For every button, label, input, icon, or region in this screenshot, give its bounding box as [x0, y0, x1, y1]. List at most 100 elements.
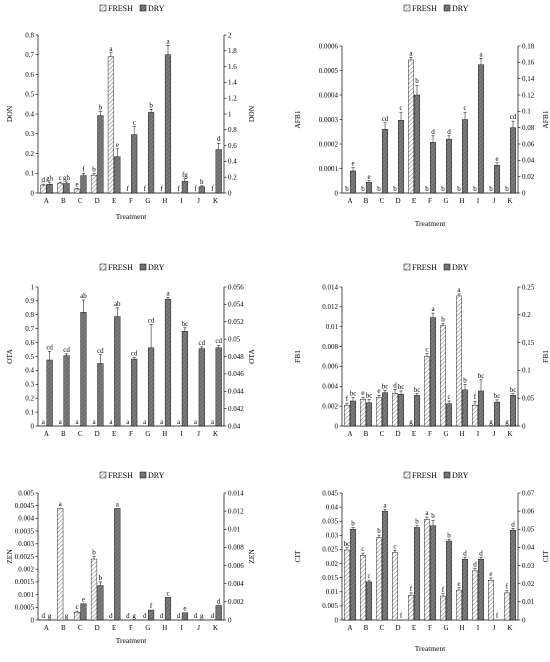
- significance-label: g: [409, 418, 413, 426]
- bar-dry: [414, 94, 420, 194]
- x-tick-label: E: [112, 624, 116, 632]
- bar-dry: [414, 395, 420, 427]
- x-axis-label: Treatment: [415, 644, 446, 653]
- legend-swatch-fresh: [99, 263, 107, 271]
- significance-label: a: [211, 418, 215, 426]
- legend-label-fresh: FRESH: [108, 263, 133, 272]
- x-tick-label: D: [95, 197, 100, 205]
- bar-fresh: [392, 393, 398, 427]
- right-tick-label: 0.01: [522, 598, 535, 606]
- left-tick-label: 0.2: [25, 395, 34, 403]
- y-axis-label-left: AFB1: [293, 110, 302, 129]
- significance-label: bc: [494, 392, 501, 400]
- significance-label: cd: [148, 316, 155, 324]
- bar-fresh: [504, 592, 510, 621]
- significance-label: f: [410, 585, 413, 593]
- x-tick-label: A: [44, 624, 49, 632]
- significance-label: b: [425, 185, 429, 193]
- left-tick-label: 0.4: [25, 110, 34, 118]
- x-tick-label: A: [44, 430, 49, 438]
- right-tick-label: 1.6: [228, 63, 237, 71]
- left-tick-label: 0.3: [25, 130, 34, 138]
- significance-label: d: [431, 128, 435, 136]
- significance-label: f: [506, 583, 509, 591]
- significance-label: bc: [344, 540, 351, 548]
- y-axis-label-right: OTA: [247, 349, 256, 364]
- bar-dry: [414, 527, 420, 621]
- significance-label: e: [367, 173, 370, 181]
- bar-dry: [114, 156, 121, 194]
- significance-label: d: [479, 549, 483, 557]
- x-tick-label: C: [78, 197, 83, 205]
- legend: FRESH DRY: [403, 471, 469, 480]
- y-axis-label-left: FB1: [293, 350, 302, 363]
- significance-label: cd: [382, 115, 389, 123]
- bar-dry: [131, 358, 138, 427]
- significance-label: a: [383, 501, 387, 509]
- bar-dry: [446, 540, 452, 621]
- right-tick-label: 0: [522, 616, 526, 624]
- bar-dry: [63, 355, 70, 427]
- right-tick-label: 0.01: [228, 526, 241, 534]
- right-tick-label: 0.054: [228, 301, 244, 309]
- significance-label: d: [109, 612, 113, 620]
- bar-dry: [198, 348, 205, 427]
- bar-dry: [181, 331, 188, 427]
- significance-label: f: [400, 612, 403, 620]
- significance-label: f: [211, 185, 214, 193]
- significance-label: b: [415, 518, 419, 526]
- left-tick-label: 0.1: [25, 408, 34, 416]
- y-axis-label-left: ZEN: [5, 549, 14, 564]
- x-tick-label: J: [197, 624, 200, 632]
- x-tick-label: I: [181, 197, 184, 205]
- significance-label: cd: [97, 347, 104, 355]
- bar-dry: [80, 175, 87, 194]
- x-tick-label: H: [162, 430, 167, 438]
- bar-fresh: [376, 397, 382, 427]
- x-tick-label: D: [95, 430, 100, 438]
- significance-label: g: [489, 418, 493, 426]
- legend-swatch-dry: [139, 4, 147, 12]
- significance-label: c: [361, 545, 364, 553]
- significance-label: bc: [510, 386, 517, 394]
- significance-label: e: [183, 605, 186, 613]
- y-axis-label-right: FB1: [541, 350, 550, 363]
- significance-label: e: [351, 160, 354, 168]
- right-tick-label: 0.002: [228, 598, 244, 606]
- significance-label: a: [109, 418, 113, 426]
- bar-fresh: [107, 56, 114, 194]
- legend-label-dry: DRY: [148, 263, 165, 272]
- legend-label-dry: DRY: [148, 4, 165, 13]
- bar-dry: [215, 347, 222, 427]
- left-tick-label: 0.0025: [15, 553, 35, 561]
- significance-label: f: [82, 165, 85, 173]
- left-tick-label: 0.014: [322, 283, 338, 291]
- significance-label: c: [463, 104, 466, 112]
- left-tick-label: 0.01: [326, 588, 339, 596]
- right-tick-label: 0.048: [228, 353, 244, 361]
- significance-label: b: [393, 185, 397, 193]
- bar-dry: [446, 138, 452, 194]
- legend-label-fresh: FRESH: [108, 4, 133, 13]
- bar-dry: [198, 186, 205, 194]
- bar-dry: [97, 585, 104, 621]
- right-tick-label: 0: [522, 422, 526, 430]
- x-tick-label: K: [213, 430, 218, 438]
- x-tick-label: C: [78, 430, 83, 438]
- bar-dry: [494, 165, 500, 194]
- bar-dry: [462, 389, 468, 427]
- left-tick-label: 0.005: [322, 602, 338, 610]
- chart-panel-3: FRESH DRY 0 0.1 0.2 0.3 0.4 0.5 0.6 0.7 0.8 0.9 1 0.0…: [5, 263, 256, 438]
- significance-label: c: [76, 603, 79, 611]
- x-tick-label: I: [181, 624, 184, 632]
- legend-label-fresh: FRESH: [412, 4, 437, 13]
- legend-label-fresh: FRESH: [412, 263, 437, 272]
- significance-label: c: [393, 542, 396, 550]
- significance-label: b: [377, 185, 381, 193]
- right-tick-label: 1.4: [228, 79, 237, 87]
- significance-label: d: [473, 561, 477, 569]
- x-tick-label: G: [443, 430, 448, 438]
- significance-label: g: [48, 612, 52, 620]
- right-tick-label: 0.1: [522, 367, 531, 375]
- right-tick-label: 0.15: [522, 339, 535, 347]
